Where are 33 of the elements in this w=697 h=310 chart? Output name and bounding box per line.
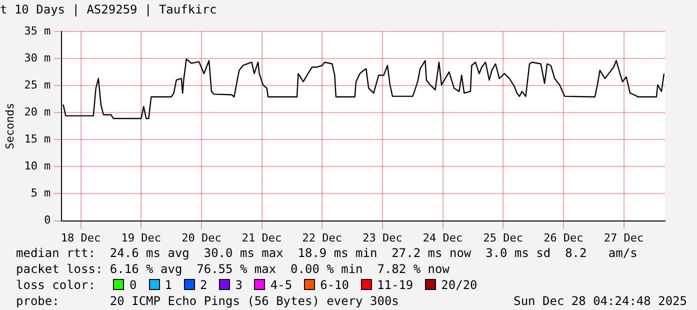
x-tick-label: 21 Dec — [242, 231, 282, 244]
text: 20/20 — [441, 278, 478, 292]
y-tick-label: 15 m — [24, 132, 52, 146]
x-tick-label: 25 Dec — [483, 231, 523, 244]
y-tick-label: 35 m — [24, 24, 52, 38]
x-tick-label: 19 Dec — [121, 231, 161, 244]
x-tick-label: 22 Dec — [302, 231, 342, 244]
y-tick-label: 30 m — [24, 51, 52, 64]
y-tick-label: 10 m — [24, 160, 52, 173]
x-tick-label: 24 Dec — [422, 231, 463, 244]
chart-title: t 10 Days | AS29259 | Taufkirc — [0, 2, 217, 16]
x-tick-label: 27 Dec — [604, 231, 644, 244]
y-tick-label: 0 — [44, 214, 51, 227]
text: 6-10 — [320, 278, 350, 292]
text: median rtt: 24.6 ms avg 30.0 ms max 18.9 ms min 27.2 ms now 3.0 ms sd 8.2 am/s — [16, 246, 638, 260]
y-tick-label: 20 m — [24, 105, 52, 118]
text: probe: 20 ICMP Echo Pings (56 Bytes) every 300s — [16, 294, 399, 308]
text: 3 — [235, 278, 242, 292]
y-tick-label: 25 m — [24, 78, 52, 92]
text: Sun Dec 28 04:24:48 2025 — [514, 294, 687, 308]
text: 4-5 — [270, 278, 292, 292]
text: 1 — [164, 278, 172, 292]
text: 0 — [129, 278, 137, 292]
text: packet loss: 6.16 % avg 76.55 % max 0.00 % min 7.82 % now — [16, 262, 450, 276]
x-tick-label: 23 Dec — [362, 231, 402, 244]
y-axis-title: Seconds — [3, 102, 16, 150]
text: loss color: — [16, 278, 96, 292]
x-tick-label: 20 Dec — [182, 231, 222, 244]
x-tick-label: 18 Dec — [60, 231, 101, 244]
text: 2 — [200, 278, 208, 292]
x-tick-label: 26 Dec — [544, 231, 584, 244]
text: 11-19 — [377, 278, 414, 292]
y-tick-label: 5 m — [30, 186, 52, 200]
